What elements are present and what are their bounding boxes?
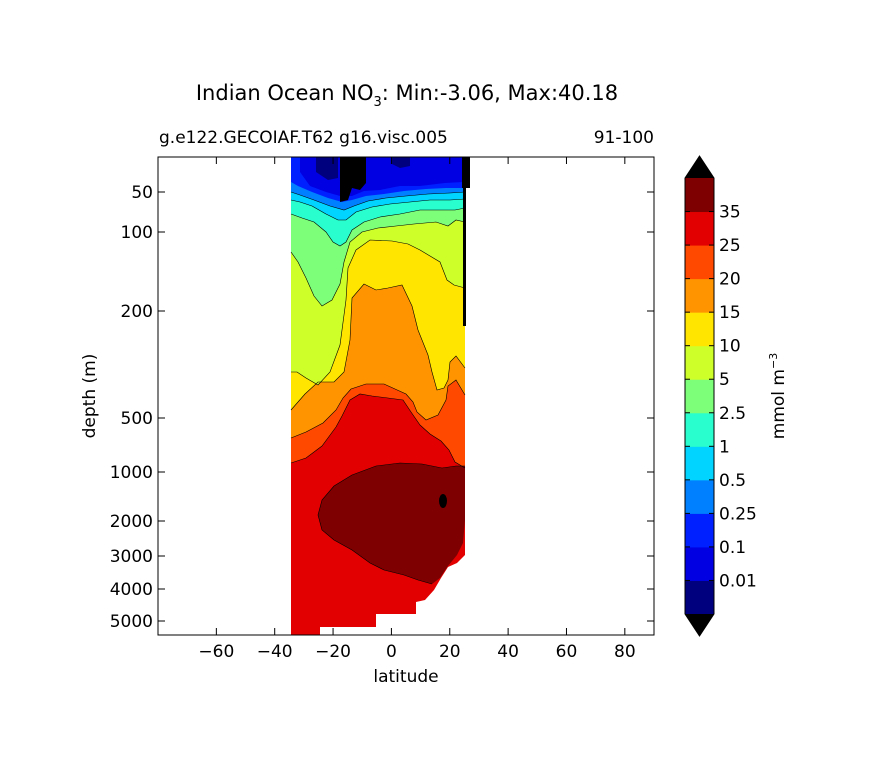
plot-area xyxy=(290,157,470,635)
axes-frame xyxy=(157,156,655,636)
x-tick-label: −40 xyxy=(257,642,293,662)
y-tick-label: 50 xyxy=(131,183,153,203)
y-axis: 50 100 200 500 1000 2000 3000 4000 5000 xyxy=(110,183,654,632)
x-tick-label: −20 xyxy=(315,642,351,662)
x-tick-label: 80 xyxy=(614,642,636,662)
colorbar-tick-label: 0.25 xyxy=(719,504,757,524)
colorbar-label: mmol m−3 xyxy=(767,353,789,439)
x-tick-label: 40 xyxy=(497,642,519,662)
colorbar-segment xyxy=(685,546,714,581)
colorbar-tick-label: 5 xyxy=(719,370,730,390)
colorbar-segment xyxy=(685,446,714,481)
colorbar-segment xyxy=(685,412,714,447)
colorbar-tick-label: 15 xyxy=(719,303,741,323)
colorbar-tick-label: 0.01 xyxy=(719,571,757,591)
colorbar-tick-label: 1 xyxy=(719,437,730,457)
below-min-region-c xyxy=(463,188,466,326)
colorbar-over-triangle xyxy=(685,156,714,178)
colorbar-segment xyxy=(685,178,714,213)
chart-title: Indian Ocean NO3: Min:-3.06, Max:40.18 xyxy=(196,81,618,110)
chart-subtitle-left: g.e122.GECOIAF.T62 g16.visc.005 xyxy=(159,128,448,148)
colorbar-tick-label: 35 xyxy=(719,203,741,223)
y-tick-label: 1000 xyxy=(110,463,153,483)
colorbar-segment xyxy=(685,513,714,548)
y-tick-label: 5000 xyxy=(110,612,153,632)
y-tick-label: 4000 xyxy=(110,580,153,600)
below-min-region-b xyxy=(462,157,470,188)
colorbar-tick-label: 0.1 xyxy=(719,538,746,558)
y-tick-label: 500 xyxy=(121,409,153,429)
colorbar-segment xyxy=(685,479,714,514)
x-tick-label: 0 xyxy=(386,642,397,662)
x-tick-label: −60 xyxy=(198,642,234,662)
local-max-spot xyxy=(439,494,447,508)
contour-band-0-0-01-b xyxy=(392,157,410,168)
colorbar-segment xyxy=(685,211,714,246)
x-axis: −60 −40 −20 0 20 40 60 80 xyxy=(198,157,636,662)
colorbar-segment xyxy=(685,345,714,380)
colorbar-outline xyxy=(684,155,715,637)
y-axis-label: depth (m) xyxy=(80,354,100,439)
colorbar-under-triangle xyxy=(685,614,714,636)
colorbar-tick-label: 25 xyxy=(719,236,741,256)
colorbar: 0.01 0.1 0.25 0.5 1 2.5 5 10 15 20 25 35 xyxy=(684,155,757,637)
colorbar-tick-label: 10 xyxy=(719,337,741,357)
x-tick-label: 20 xyxy=(439,642,461,662)
below-min-region xyxy=(340,157,366,202)
y-tick-label: 2000 xyxy=(110,512,153,532)
colorbar-tick-label: 20 xyxy=(719,270,741,290)
colorbar-tick-label: 2.5 xyxy=(719,404,746,424)
colorbar-segment xyxy=(685,312,714,347)
contour-band-0-0-01 xyxy=(316,157,338,180)
contour-band-35-40 xyxy=(318,463,465,584)
colorbar-segment xyxy=(685,278,714,313)
y-tick-label: 200 xyxy=(121,302,153,322)
contour-lines xyxy=(290,191,466,585)
y-tick-label: 100 xyxy=(121,223,153,243)
colorbar-segment xyxy=(685,580,714,615)
colorbar-tick-label: 0.5 xyxy=(719,471,746,491)
colorbar-segment xyxy=(685,245,714,280)
x-tick-label: 60 xyxy=(556,642,578,662)
x-axis-label: latitude xyxy=(373,667,438,687)
y-tick-label: 3000 xyxy=(110,547,153,567)
colorbar-segment xyxy=(685,379,714,414)
chart-subtitle-right: 91-100 xyxy=(594,128,654,148)
